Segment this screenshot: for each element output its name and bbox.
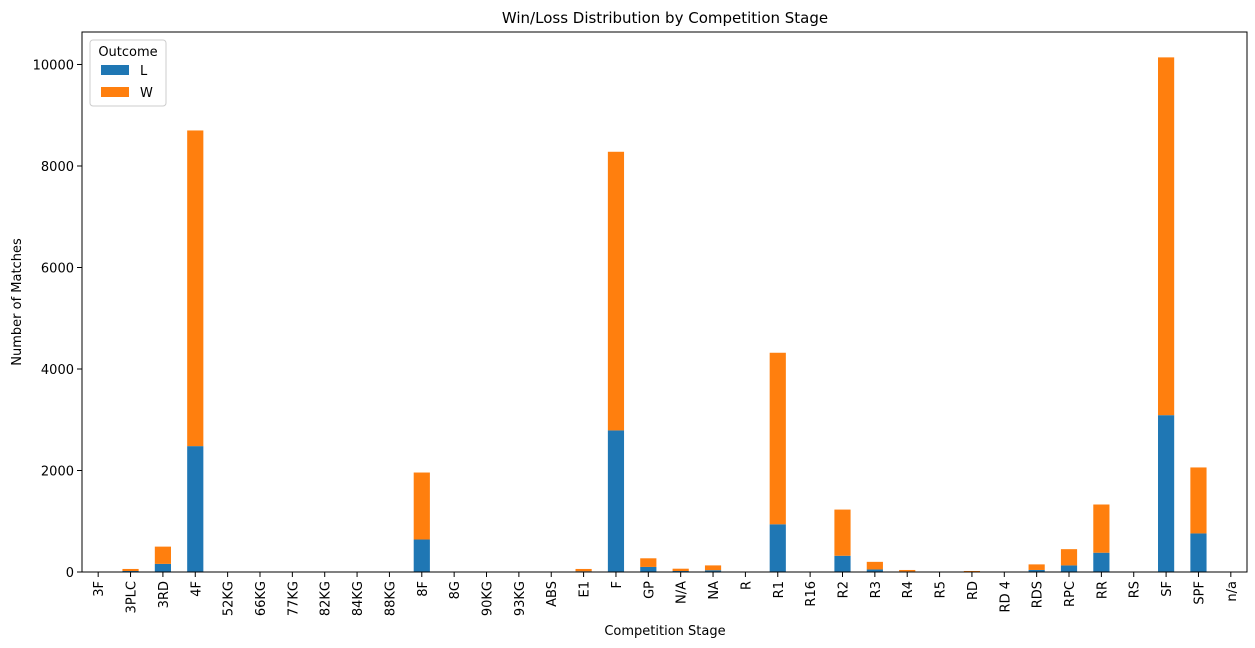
x-tick-label: ABS	[545, 581, 560, 607]
bar-w	[834, 509, 851, 556]
bar-w	[122, 568, 139, 571]
x-tick-label: 82KG	[319, 581, 334, 616]
bars	[90, 57, 1239, 572]
bar-l	[413, 539, 430, 572]
bar-w	[769, 352, 786, 525]
x-tick-label: 66KG	[254, 581, 269, 616]
x-axis: 3F 3PLC 3RD 4F 52KG 66KG 77KG 82KG 84KG 88KG 8F 8G 9…	[92, 572, 1240, 616]
x-tick-label: R4	[901, 581, 916, 598]
x-tick-label: E1	[578, 581, 593, 598]
bar-w	[607, 151, 625, 431]
bar-l	[1060, 565, 1078, 572]
bar-w	[704, 565, 722, 571]
bar-l	[640, 566, 657, 572]
bar-l	[834, 555, 851, 572]
y-tick-label: 8000	[41, 160, 74, 175]
x-tick-label: F	[610, 581, 625, 588]
bar-w	[899, 569, 916, 572]
x-tick-label: 52KG	[222, 581, 237, 616]
bar-w	[640, 558, 657, 567]
x-tick-label: R1	[772, 581, 787, 598]
legend-swatch-l	[101, 65, 129, 75]
x-tick-label: RPC	[1063, 581, 1078, 607]
bar-l	[122, 570, 139, 572]
bar-l	[769, 524, 786, 572]
bar-l	[1028, 569, 1045, 572]
x-tick-label: R5	[934, 581, 949, 598]
x-tick-label: 93KG	[513, 581, 528, 616]
x-tick-label: NA	[707, 581, 722, 600]
x-tick-label: n/a	[1225, 581, 1240, 602]
x-tick-label: 3F	[92, 581, 107, 597]
legend-title: Outcome	[98, 45, 157, 60]
legend-label-l: L	[140, 64, 148, 79]
x-tick-label: N/A	[675, 581, 690, 604]
x-tick-label: R3	[869, 581, 884, 598]
bar-l	[1158, 415, 1175, 572]
x-tick-label: 8F	[416, 581, 431, 597]
bar-w	[1158, 57, 1175, 416]
legend-swatch-w	[101, 87, 129, 97]
bar-w	[866, 561, 883, 570]
x-axis-label: Competition Stage	[604, 624, 725, 639]
x-tick-label: RDS	[1031, 581, 1046, 608]
x-tick-label: 3PLC	[125, 581, 140, 613]
bar-w	[413, 472, 430, 540]
bar-w	[672, 568, 689, 571]
plot-frame	[81, 31, 1248, 573]
chart-title: Win/Loss Distribution by Competition Sta…	[502, 9, 828, 27]
bar-w	[1190, 467, 1207, 534]
x-tick-label: GP	[642, 581, 657, 599]
bar-l	[607, 430, 625, 572]
bar-l	[672, 570, 689, 572]
bar-l	[187, 446, 204, 572]
bar-l	[154, 563, 171, 572]
x-tick-label: R2	[836, 581, 851, 598]
bar-w	[575, 568, 592, 572]
bar-w	[187, 130, 204, 447]
x-tick-label: 77KG	[286, 581, 301, 616]
x-tick-label: 4F	[189, 581, 204, 597]
x-tick-label: R16	[804, 581, 819, 607]
bar-l	[1093, 552, 1110, 572]
bar-w	[1028, 564, 1045, 570]
x-tick-label: 90KG	[481, 581, 496, 616]
bar-w	[1060, 549, 1078, 566]
x-tick-label: RD	[966, 581, 981, 600]
bar-w	[1093, 504, 1110, 553]
x-tick-label: SF	[1160, 581, 1175, 597]
legend-label-w: W	[140, 86, 153, 101]
bar-l	[866, 569, 883, 572]
bar-w	[154, 546, 171, 564]
x-tick-label: 88KG	[383, 581, 398, 616]
y-tick-label: 10000	[33, 58, 74, 73]
x-tick-label: R	[739, 581, 754, 590]
x-tick-label: 8G	[448, 581, 463, 599]
y-tick-label: 0	[66, 566, 74, 581]
legend: Outcome L W	[89, 39, 167, 107]
x-tick-label: SPF	[1192, 581, 1207, 605]
bar-w	[963, 570, 981, 572]
y-tick-label: 2000	[41, 464, 74, 479]
x-tick-label: RS	[1128, 581, 1143, 598]
y-axis-label: Number of Matches	[10, 238, 25, 366]
x-tick-label: RR	[1095, 581, 1110, 599]
bar-l	[1190, 533, 1207, 572]
x-tick-label: 84KG	[351, 581, 366, 616]
y-tick-label: 6000	[41, 261, 74, 276]
y-axis: 0 2000 4000 6000 8000 10000	[33, 58, 82, 581]
x-tick-label: 3RD	[157, 581, 172, 608]
x-tick-label: RD 4	[998, 581, 1013, 612]
y-tick-label: 4000	[41, 363, 74, 378]
bar-l	[704, 570, 722, 572]
